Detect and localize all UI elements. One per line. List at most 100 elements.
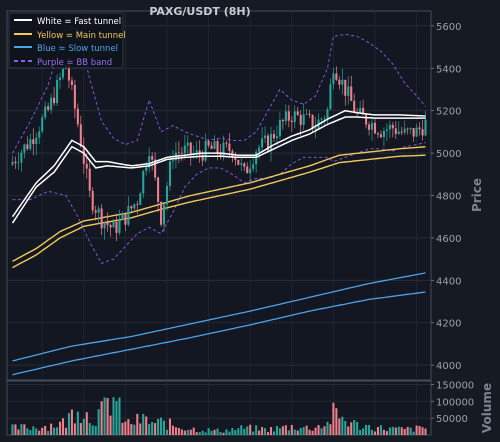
volume-bar [204,432,207,435]
volume-bar [373,431,377,435]
volume-tick-label: 50000 [436,414,468,425]
price-tick-label: 5000 [436,149,461,160]
fast-tunnel-upper [11,109,426,218]
legend-label-bb: Purple = BB band [37,58,112,68]
volume-bar [382,429,385,435]
chart-title: PAXG/USDT (8H) [149,5,250,18]
volume-bar [314,427,317,435]
volume-bar [29,430,32,435]
volume-bar [379,425,382,435]
volume-bar [127,419,130,435]
candle-body [186,142,189,146]
candle-body [275,136,278,139]
candle-body [347,86,350,96]
volume-bar [94,426,97,435]
candle-body [287,111,290,121]
candle-body [362,107,365,115]
candle-body [225,142,228,144]
volume-bar [171,425,174,435]
candle-body [243,163,246,167]
volume-bar [359,429,362,435]
volume-bar [145,416,148,435]
candle-body [332,73,335,85]
candle-body [406,128,409,130]
candle-body [281,119,284,122]
candle-body [204,141,207,161]
volume-bar [67,413,70,435]
slow-tunnel-upper [12,272,426,362]
volume-bar [180,429,183,435]
candle-body [424,119,427,136]
candle-body [272,133,276,139]
candle-body [385,129,388,131]
candle-body [222,142,225,157]
volume-bar [362,428,365,435]
volume-bar [168,418,172,435]
candle-body [106,222,109,225]
volume-bar [293,429,296,435]
legend: White = Fast tunnel Yellow = Main tunnel… [8,12,126,69]
price-axis-label: Price [470,178,484,212]
candle-body [32,139,35,145]
candle-body [70,80,73,86]
candle-body [124,213,127,225]
volume-bar [201,430,204,435]
candle-body [219,152,222,157]
volume-bar [35,428,38,435]
volume-bar [195,432,198,435]
candle-body [100,208,103,229]
candle-body [314,128,317,130]
main-tunnel-lower [12,154,426,269]
volume-bar [100,401,103,435]
candle-body [418,127,421,130]
fast-tunnel [11,109,426,224]
volume-bar [415,425,418,435]
volume-bar [17,429,20,435]
candle-body [329,84,332,110]
volume-bar [103,397,106,435]
candle-body [246,166,249,174]
volume-bar [305,425,308,435]
volume-bar [216,428,219,435]
price-tick-label: 5600 [436,22,461,33]
volume-bar [222,432,225,435]
volume-bar [118,397,121,435]
volume-bar [412,431,415,435]
volume-bar [323,426,326,435]
main-tunnel [12,146,426,269]
volume-bar [296,430,299,435]
candle-body [14,161,17,163]
candle-body [47,106,50,110]
volume-bar [353,419,356,435]
volume-bar [174,427,177,435]
candle-body [388,124,391,130]
candle-body [341,79,344,85]
main-tunnel-upper [12,146,426,262]
volume-bar [320,428,323,435]
candle-body [234,156,237,160]
candle-body [177,152,180,154]
volume-axis-label: Volume [480,383,494,433]
candle-body [278,119,281,137]
volume-bar [252,431,255,435]
volume-bar [198,432,201,435]
candle-body [154,159,157,178]
volume-bar [335,408,338,435]
price-tick-label: 5200 [436,107,461,118]
volume-bar [284,425,287,435]
volume-bar [397,426,400,435]
candle-body [11,161,14,165]
candle-body [365,114,368,125]
volume-bar [56,427,59,435]
candle-body [97,208,100,213]
price-tick-label: 4000 [436,361,461,372]
volume-bar [329,424,332,435]
candle-body [29,139,32,149]
volume-tick-label: 150000 [436,380,474,391]
candle-body [382,130,385,138]
volume-bar [154,423,157,435]
candle-body [171,160,174,162]
volume-bar [266,432,270,435]
volume-bar [418,425,421,435]
candle-body [296,111,299,115]
